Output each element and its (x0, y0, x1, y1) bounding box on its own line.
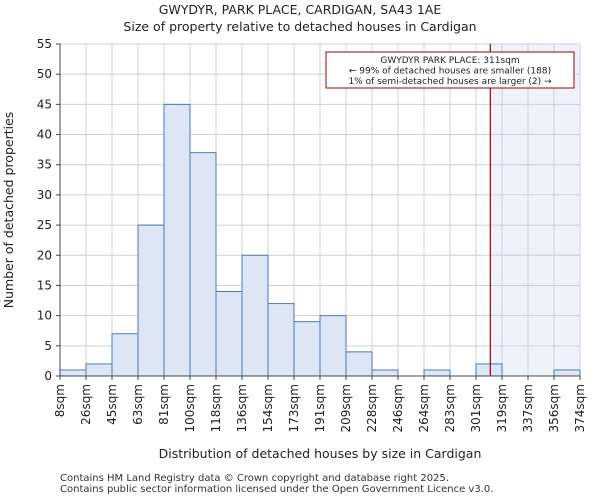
x-tick-label: 209sqm (339, 384, 353, 432)
histogram-bar (59, 369, 87, 377)
histogram-bar (163, 103, 191, 377)
x-axis-label: Distribution of detached houses by size … (159, 446, 482, 461)
y-tick-label: 40 (37, 128, 52, 142)
histogram-bar (137, 224, 165, 377)
x-tick-label: 374sqm (573, 384, 587, 432)
y-tick-label: 5 (44, 339, 52, 353)
chart-title: GWYDYR, PARK PLACE, CARDIGAN, SA43 1AE (158, 2, 442, 17)
histogram-bar (189, 152, 217, 377)
histogram-bar (111, 333, 139, 377)
x-tick-label: 154sqm (261, 384, 275, 432)
histogram-bar (293, 321, 321, 377)
annotation-text: GWYDYR PARK PLACE: 311sqm (380, 56, 519, 66)
y-tick-label: 50 (37, 67, 52, 81)
x-tick-label: 228sqm (365, 384, 379, 432)
x-tick-label: 301sqm (469, 384, 483, 432)
y-tick-label: 35 (37, 158, 52, 172)
x-tick-label: 45sqm (105, 384, 119, 425)
annotation-box (325, 51, 575, 89)
x-tick-label: 319sqm (495, 384, 509, 432)
x-tick-label: 136sqm (235, 384, 249, 432)
y-tick-label: 15 (37, 278, 52, 292)
footer-licence: Contains public sector information licen… (60, 484, 494, 495)
x-tick-label: 337sqm (521, 384, 535, 432)
histogram-bar (85, 363, 113, 377)
x-tick-label: 264sqm (417, 384, 431, 432)
histogram-bar (553, 369, 581, 377)
histogram-bar (345, 351, 373, 377)
highlight-region (490, 44, 580, 376)
x-tick-label: 191sqm (313, 384, 327, 432)
x-tick-label: 81sqm (157, 384, 171, 425)
y-tick-label: 0 (44, 369, 52, 383)
y-tick-label: 20 (37, 248, 52, 262)
histogram-bar (423, 369, 451, 377)
x-tick-label: 246sqm (391, 384, 405, 432)
annotation-text: ← 99% of detached houses are smaller (18… (349, 67, 551, 77)
x-tick-label: 8sqm (53, 384, 67, 417)
x-tick-label: 173sqm (287, 384, 301, 432)
y-tick-label: 10 (37, 309, 52, 323)
histogram-bar (319, 315, 347, 377)
x-tick-label: 26sqm (79, 384, 93, 425)
histogram-bar (215, 290, 243, 377)
y-tick-label: 30 (37, 188, 52, 202)
histogram-bar (475, 363, 503, 377)
x-tick-label: 356sqm (547, 384, 561, 432)
footer-copyright: Contains HM Land Registry data © Crown c… (60, 473, 449, 484)
y-tick-label: 45 (37, 97, 52, 111)
x-tick-label: 63sqm (131, 384, 145, 425)
y-axis-label: Number of detached properties (1, 112, 16, 309)
x-tick-label: 118sqm (209, 384, 223, 432)
histogram-bar (241, 254, 269, 377)
y-tick-label: 25 (37, 218, 52, 232)
x-tick-label: 100sqm (183, 384, 197, 432)
chart-subtitle: Size of property relative to detached ho… (123, 19, 477, 34)
histogram-bar (267, 303, 295, 377)
y-tick-label: 55 (37, 37, 52, 51)
histogram-bar (371, 369, 399, 377)
annotation-text: 1% of semi-detached houses are larger (2… (348, 77, 552, 87)
x-tick-label: 283sqm (443, 384, 457, 432)
